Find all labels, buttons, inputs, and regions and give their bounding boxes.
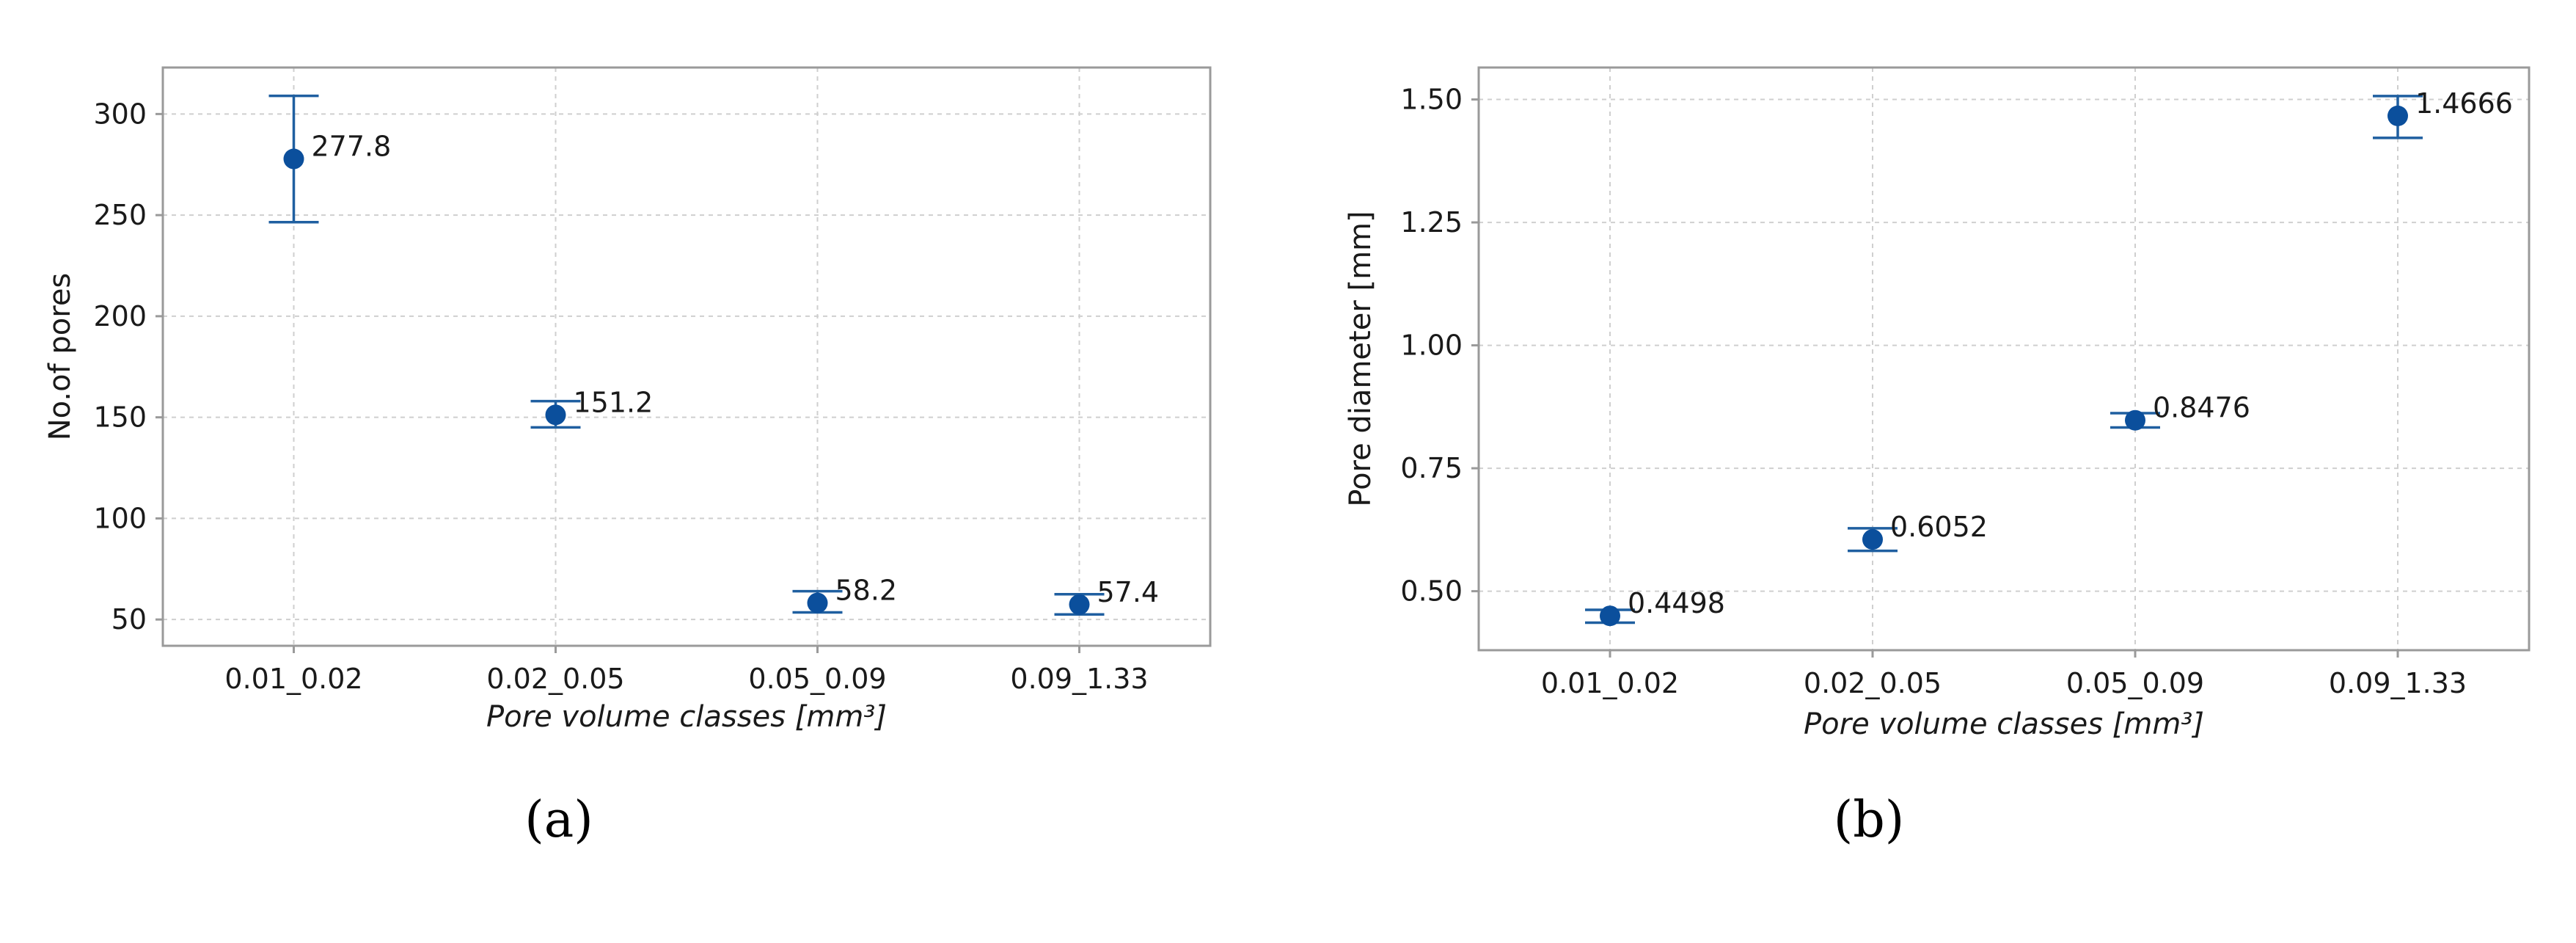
x-tick-label: 0.05_0.09 [2066, 667, 2204, 699]
y-tick-label: 300 [93, 98, 147, 130]
y-tick-label: 250 [93, 199, 147, 231]
y-tick-label: 50 [111, 603, 147, 636]
panel-label: (a) [524, 791, 593, 849]
data-label: 0.4498 [1628, 587, 1725, 619]
x-axis-label: Pore volume classes [mm³] [486, 700, 887, 734]
y-tick-label: 1.50 [1400, 84, 1463, 116]
panel-a: 50 100 150 200 250 300 0.01_0.02 0.02_0.05 0.05_… [43, 66, 1212, 849]
data-label: 57.4 [1097, 576, 1160, 608]
data-point [283, 148, 304, 170]
data-label: 277.8 [312, 131, 392, 163]
data-label: 0.8476 [2153, 392, 2250, 424]
data-point [2387, 105, 2408, 126]
data-point [2125, 409, 2145, 431]
y-tick-label: 0.50 [1400, 575, 1463, 608]
plot-frame [1477, 66, 2531, 652]
data-label: 0.6052 [1890, 511, 1988, 543]
panel-label: (b) [1834, 791, 1905, 849]
data-point [1600, 605, 1620, 627]
x-tick-label: 0.01_0.02 [224, 663, 362, 695]
data-label: 151.2 [574, 386, 654, 418]
y-tick-label: 0.75 [1400, 452, 1463, 484]
y-tick-label: 150 [93, 401, 147, 434]
y-axis-label: No.of pores [43, 273, 77, 441]
data-point [1862, 529, 1883, 550]
y-tick-label: 100 [93, 502, 147, 534]
y-tick-label: 1.25 [1400, 206, 1463, 239]
y-tick-label: 1.00 [1400, 329, 1463, 362]
x-tick-label: 0.09_1.33 [2329, 667, 2467, 699]
x-tick-label: 0.05_0.09 [748, 663, 886, 695]
y-axis-label: Pore diameter [mm] [1344, 211, 1377, 506]
y-tick-label: 200 [93, 300, 147, 332]
data-point [545, 404, 566, 426]
x-tick-label: 0.02_0.05 [486, 663, 624, 695]
data-point [807, 592, 828, 614]
x-tick-label: 0.09_1.33 [1010, 663, 1148, 695]
data-label: 58.2 [835, 575, 898, 607]
x-tick-label: 0.02_0.05 [1804, 667, 1942, 699]
plot-frame [161, 66, 1212, 647]
data-point [1069, 594, 1090, 615]
x-axis-label: Pore volume classes [mm³] [1804, 707, 2204, 741]
panel-b: 0.50 0.75 1.00 1.25 1.50 0.01_0.02 0.02_0.05 0.… [1344, 66, 2531, 849]
x-tick-label: 0.01_0.02 [1541, 667, 1679, 699]
data-label: 1.4666 [2415, 87, 2513, 120]
